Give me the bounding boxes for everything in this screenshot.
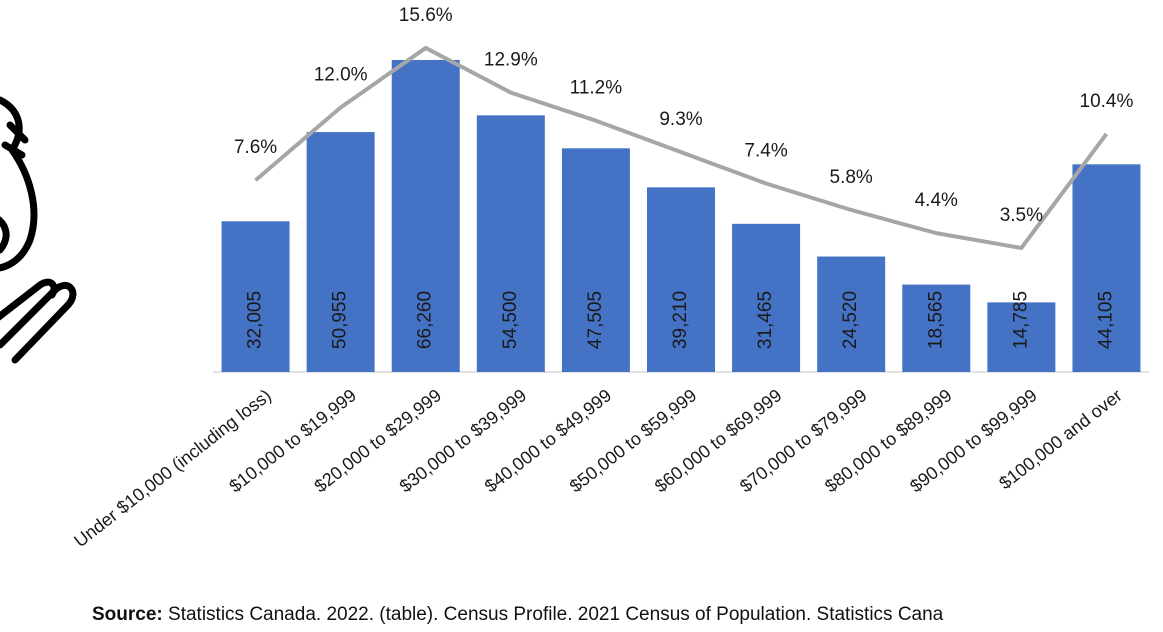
bar	[647, 187, 715, 372]
line-value-label: 12.0%	[314, 64, 368, 85]
bar-value-label: 44,105	[1095, 291, 1116, 349]
line-value-label: 9.3%	[659, 109, 702, 130]
bar	[306, 132, 375, 372]
line-value-label: 7.6%	[234, 137, 277, 158]
line-value-label: 5.8%	[830, 167, 873, 188]
bar-value-label: 47,505	[585, 291, 606, 349]
source-text: Statistics Canada. 2022. (table). Census…	[168, 604, 944, 625]
source-label: Source:	[92, 604, 163, 625]
source: Source: Statistics Canada. 2022. (table)…	[92, 604, 943, 626]
line-value-label: 12.9%	[484, 50, 538, 71]
bar	[902, 284, 971, 372]
chart: 32,005 50,955 66,260 54,500 47,505 39,210 31,4…	[0, 5, 1149, 551]
bar-value-label: 31,465	[755, 291, 776, 349]
bar	[221, 221, 290, 372]
money-icon	[0, 96, 77, 364]
line-value-label: 7.4%	[744, 141, 787, 162]
bar-value-label: 14,785	[1010, 291, 1031, 349]
bar-value-label: 54,500	[500, 291, 521, 349]
line-value-label: 10.4%	[1080, 91, 1134, 112]
bar	[391, 59, 460, 373]
bar-value-label: 32,005	[245, 291, 266, 349]
bar-value-label: 50,955	[330, 291, 351, 349]
line-value-label: 11.2%	[570, 78, 623, 99]
bar	[476, 115, 545, 372]
bar	[1072, 164, 1141, 372]
bar-value-label: 24,520	[840, 291, 861, 349]
bar-value-label: 39,210	[670, 291, 691, 349]
line-value-label: 15.6%	[399, 5, 453, 26]
bar	[817, 256, 886, 372]
bar	[732, 223, 801, 372]
bar-value-label: 18,565	[925, 291, 946, 349]
bar	[561, 148, 630, 372]
line	[254, 45, 1109, 250]
line-value-label: 4.4%	[915, 190, 958, 211]
line-value-label: 3.5%	[1000, 205, 1043, 226]
bar	[987, 302, 1056, 372]
bar-value-label: 66,260	[415, 291, 436, 349]
